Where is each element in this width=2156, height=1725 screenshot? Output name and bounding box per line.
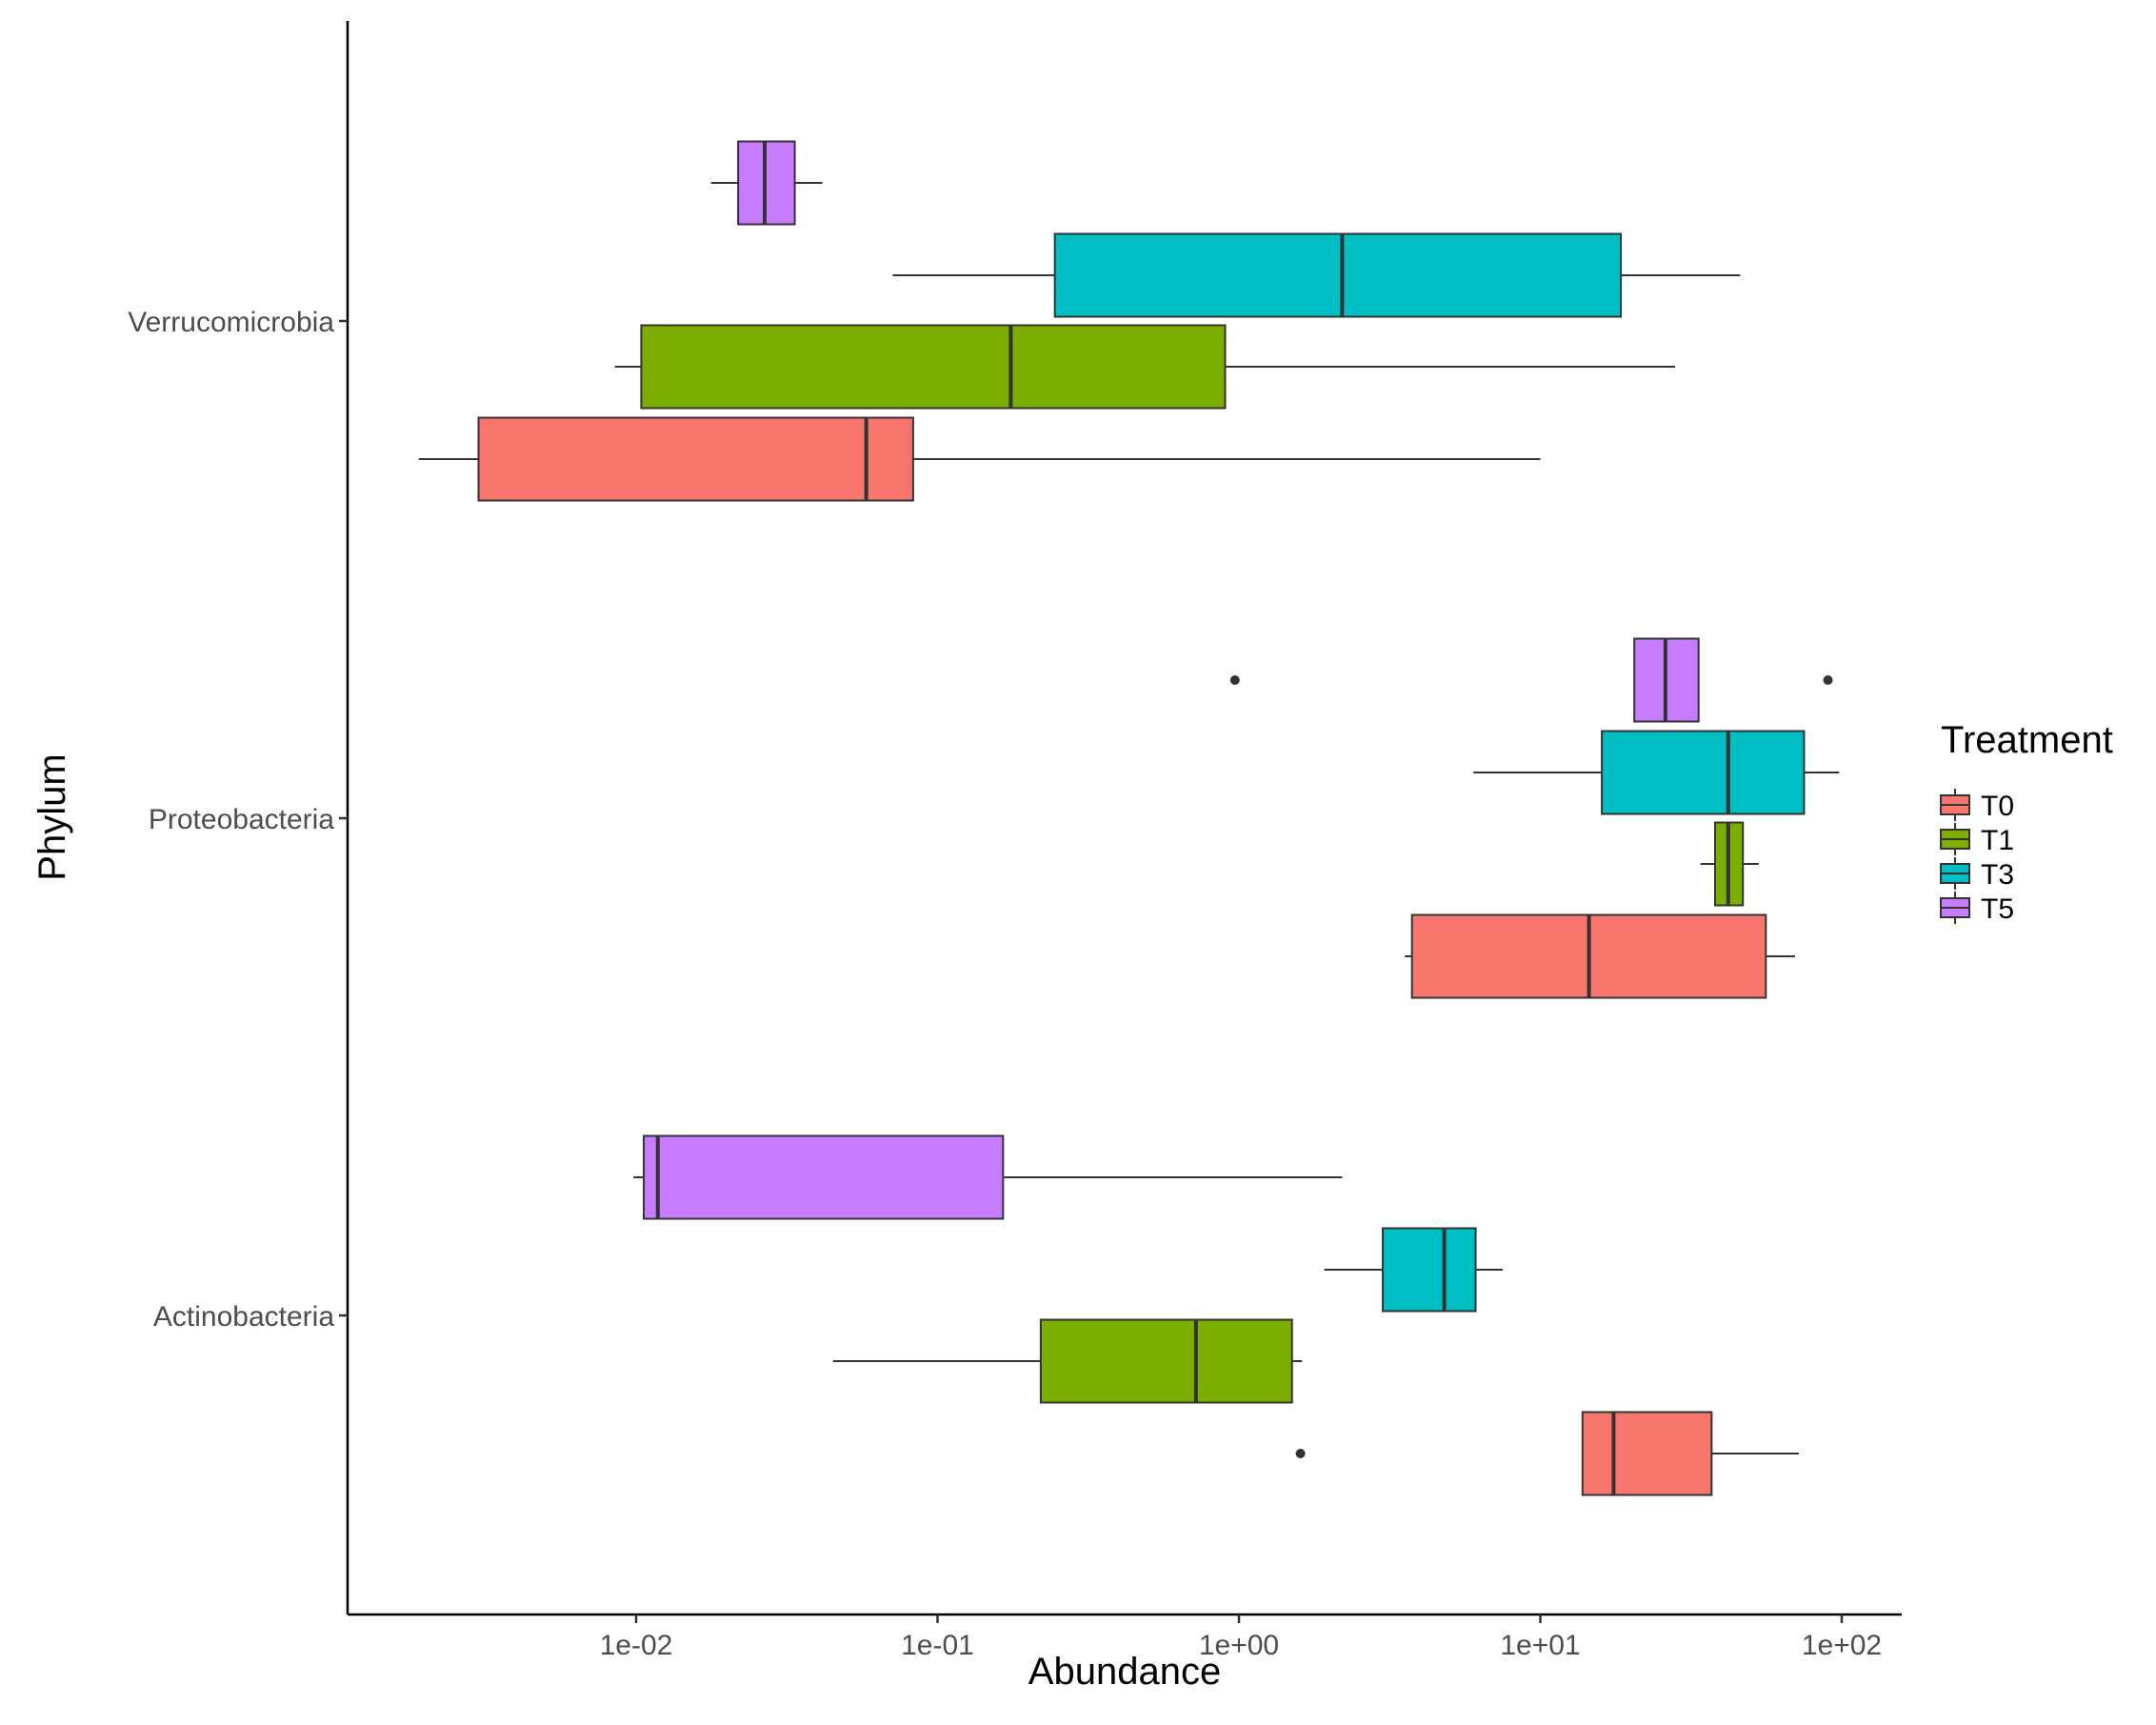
box-t1-verrucomicrobia (614, 324, 1676, 410)
x-tick-label: 1e+01 (1500, 1630, 1580, 1661)
box-t3-proteobacteria (1473, 730, 1840, 815)
legend-title: Treatment (1941, 719, 2113, 761)
legend-item-t1: T1 (1940, 823, 2014, 856)
boxes-layer (418, 140, 1840, 1496)
legend-item-t3: T3 (1940, 857, 2014, 891)
box-iqr (643, 1134, 1005, 1220)
x-tick-label: 1e+00 (1199, 1630, 1279, 1661)
legend-item-t0: T0 (1940, 789, 2014, 822)
box-iqr (640, 324, 1227, 410)
legend-label: T0 (1981, 791, 2014, 822)
legend-label: T3 (1981, 859, 2014, 891)
box-t3-actinobacteria (1324, 1227, 1503, 1313)
box-iqr (477, 416, 914, 502)
outlier-point (1823, 675, 1833, 685)
box-t1-actinobacteria (832, 1318, 1303, 1404)
box-t5-proteobacteria (1229, 637, 1833, 723)
y-tick-label: Verrucomicrobia (128, 307, 334, 338)
box-t3-verrucomicrobia (892, 232, 1741, 318)
outlier-point (1295, 1449, 1306, 1458)
box-iqr (1581, 1411, 1713, 1496)
legend-item-t5: T5 (1940, 892, 2014, 925)
box-t0-verrucomicrobia (418, 416, 1541, 502)
plot-area: 1e-02 1e-01 1e+00 1e+01 1e+02 Verrucomicrobi… (128, 21, 1902, 1661)
box-t5-actinobacteria (633, 1134, 1343, 1220)
box-t5-verrucomicrobia (710, 140, 823, 226)
box-iqr (1039, 1318, 1293, 1404)
box-t1-proteobacteria (1700, 821, 1759, 907)
x-tick-label: 1e-02 (600, 1630, 673, 1661)
y-ticks-layer: Verrucomicrobia Proteobacteria Actinobacte… (128, 307, 348, 1333)
y-axis-title: Phylum (31, 753, 73, 880)
x-ticks-layer: 1e-02 1e-01 1e+00 1e+01 1e+02 (600, 1615, 1882, 1661)
outlier-point (1229, 675, 1240, 685)
x-tick-label: 1e+02 (1802, 1630, 1882, 1661)
box-iqr (1053, 232, 1623, 318)
y-tick-label: Proteobacteria (149, 804, 334, 835)
box-t0-proteobacteria (1405, 913, 1795, 999)
box-iqr (1382, 1227, 1477, 1313)
x-axis-title: Abundance (1028, 1651, 1221, 1693)
legend-label: T1 (1981, 825, 2014, 856)
legend-label: T5 (1981, 893, 2014, 925)
x-tick-label: 1e-01 (901, 1630, 974, 1661)
box-iqr (1601, 730, 1806, 815)
y-tick-label: Actinobacteria (153, 1301, 334, 1333)
box-t0-actinobacteria (1295, 1411, 1799, 1496)
